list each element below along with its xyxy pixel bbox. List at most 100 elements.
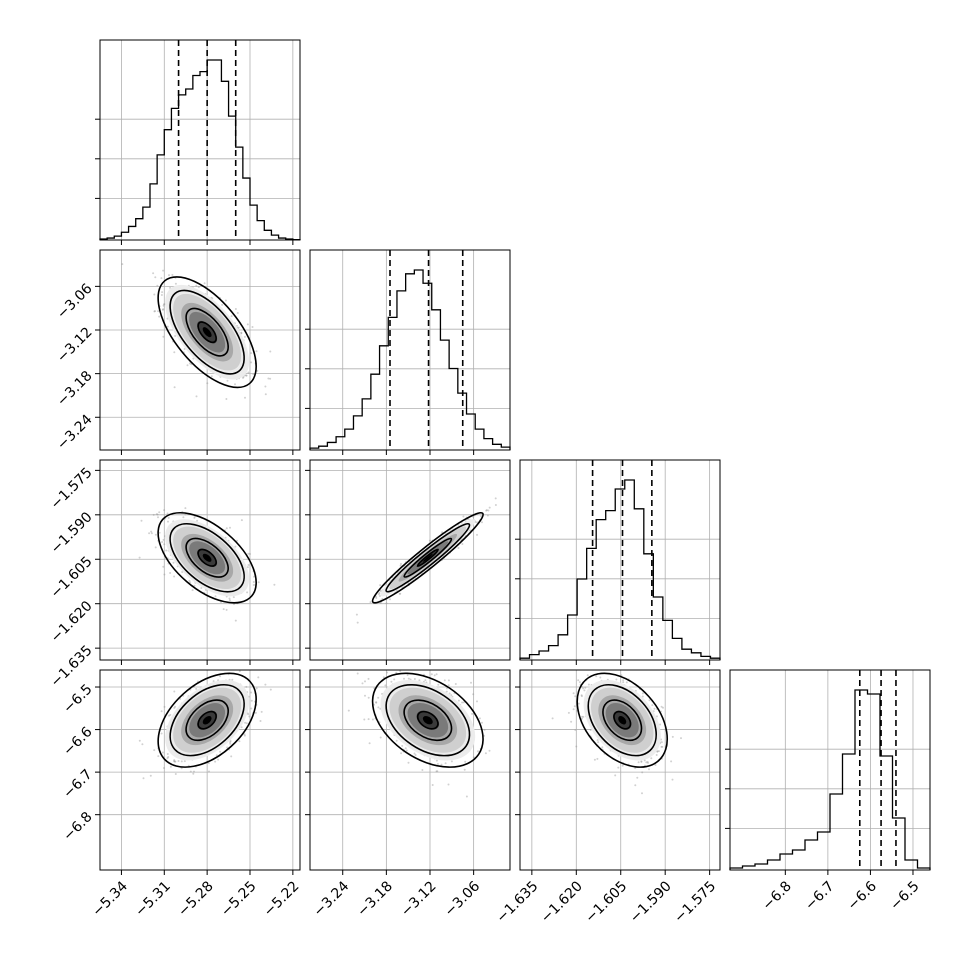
scatter-point — [150, 532, 153, 535]
scatter-point — [615, 678, 618, 681]
scatter-point — [641, 771, 644, 774]
scatter-point — [174, 760, 177, 763]
scatter-point — [436, 668, 438, 670]
scatter-point — [653, 707, 656, 710]
scatter-point — [238, 670, 241, 673]
scatter-point — [246, 591, 249, 594]
scatter-point — [447, 783, 450, 786]
scatter-point — [654, 764, 657, 766]
x-tick-label: −6.7 — [802, 878, 837, 913]
scatter-point — [641, 692, 644, 695]
scatter-point — [379, 584, 382, 587]
scatter-point — [586, 674, 589, 677]
scatter-point — [641, 695, 644, 698]
scatter-point — [121, 263, 124, 266]
scatter-point — [593, 758, 596, 761]
scatter-point — [245, 374, 248, 377]
x-tick-label: −1.635 — [494, 878, 542, 926]
scatter-panel-2-0 — [138, 507, 276, 622]
scatter-point — [219, 750, 222, 753]
scatter-point — [414, 754, 417, 756]
y-tick-label: −1.605 — [48, 554, 96, 602]
scatter-point — [659, 723, 662, 726]
scatter-point — [421, 769, 424, 771]
scatter-point — [367, 696, 370, 699]
contour-line — [185, 537, 229, 578]
y-tick-label: −6.6 — [60, 724, 95, 759]
scatter-point — [238, 740, 241, 743]
panel-frame-3-2 — [519, 669, 721, 871]
y-tick-label: −6.5 — [60, 681, 95, 716]
scatter-point — [229, 740, 232, 742]
contour-line — [416, 710, 439, 730]
scatter-point — [581, 715, 584, 718]
scatter-point — [461, 543, 464, 545]
scatter-point — [219, 675, 222, 678]
y-tick-label: −3.12 — [54, 324, 96, 366]
scatter-point — [156, 284, 159, 287]
scatter-point — [661, 745, 664, 748]
scatter-point — [634, 784, 637, 787]
scatter-point — [264, 393, 267, 396]
scatter-point — [356, 621, 359, 624]
scatter-point — [361, 682, 364, 685]
scatter-point — [153, 293, 156, 296]
scatter-point — [232, 596, 235, 599]
scatter-point — [486, 514, 489, 517]
scatter-point — [148, 532, 151, 535]
scatter-point — [195, 284, 198, 287]
scatter-point — [189, 770, 192, 773]
scatter-point — [462, 701, 465, 704]
scatter-point — [184, 507, 187, 510]
scatter-point — [356, 672, 359, 675]
scatter-point — [413, 752, 416, 755]
scatter-point — [401, 744, 404, 747]
scatter-point — [167, 516, 170, 519]
scatter-point — [481, 521, 483, 524]
scatter-point — [212, 680, 215, 683]
scatter-point — [371, 718, 374, 721]
scatter-point — [252, 581, 255, 583]
y-tick-label: −1.575 — [48, 465, 96, 513]
scatter-point — [431, 784, 434, 786]
scatter-point — [255, 687, 258, 690]
scatter-point — [150, 530, 153, 533]
scatter-point — [418, 679, 421, 682]
scatter-point — [247, 713, 250, 716]
scatter-point — [208, 770, 210, 773]
scatter-point — [636, 776, 639, 779]
scatter-point — [162, 269, 165, 272]
x-tick-label: −1.590 — [627, 878, 675, 926]
density-fill — [202, 553, 212, 562]
contour-line — [371, 511, 484, 604]
scatter-point — [485, 509, 488, 512]
y-tick-label: −1.620 — [48, 598, 96, 646]
contour-line — [576, 672, 669, 768]
scatter-point — [167, 520, 169, 523]
scatter-point — [269, 377, 272, 380]
scatter-point — [257, 581, 260, 584]
scatter-point — [656, 750, 659, 753]
scatter-point — [448, 692, 451, 695]
scatter-point — [249, 553, 251, 555]
scatter-point — [152, 272, 155, 275]
scatter-point — [574, 729, 577, 731]
scatter-point — [577, 679, 580, 682]
scatter-point — [246, 323, 249, 326]
scatter-point — [477, 750, 479, 753]
y-tick-label: −3.24 — [54, 412, 96, 454]
scatter-point — [472, 693, 475, 696]
scatter-point — [193, 770, 195, 773]
scatter-point — [196, 519, 199, 522]
scatter-point — [381, 597, 384, 600]
scatter-point — [404, 747, 407, 750]
scatter-point — [406, 674, 409, 676]
scatter-point — [381, 661, 383, 663]
scatter-point — [651, 704, 654, 707]
scatter-point — [138, 739, 141, 742]
scatter-point — [457, 547, 460, 549]
scatter-point — [379, 736, 382, 739]
scatter-point — [234, 383, 236, 386]
scatter-point — [483, 728, 486, 731]
scatter-point — [583, 689, 586, 692]
